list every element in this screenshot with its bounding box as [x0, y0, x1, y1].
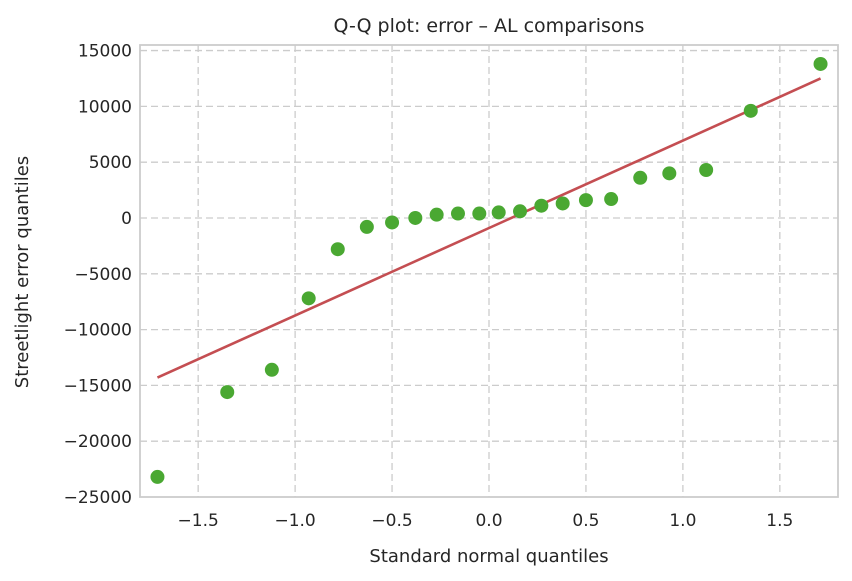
data-point [301, 291, 316, 306]
data-point [633, 170, 648, 185]
plot-frame [139, 44, 839, 498]
y-tick-label: −20000 [64, 432, 132, 452]
x-tick-label: −1.5 [178, 511, 219, 531]
y-tick-label: 15000 [78, 42, 132, 62]
y-axis-title: Streetlight error quantiles [12, 156, 33, 388]
reference-line [156, 77, 822, 379]
y-tick-label: −15000 [64, 376, 132, 396]
data-point [330, 242, 345, 257]
y-tick-label: 5000 [89, 153, 132, 173]
x-axis-title: Standard normal quantiles [369, 546, 608, 567]
x-tick-labels: −1.5 −1.0 −0.5 0.0 0.5 1.0 1.5 [178, 511, 794, 531]
data-point [513, 204, 528, 219]
y-tick-label: −5000 [74, 265, 132, 285]
data-point [743, 103, 758, 118]
data-point [662, 166, 677, 181]
data-point [150, 469, 165, 484]
y-tick-label: −10000 [64, 321, 132, 341]
data-point [359, 219, 374, 234]
x-tick-label: 1.5 [766, 511, 793, 531]
data-point [472, 206, 487, 221]
data-point [450, 206, 465, 221]
x-tick-label: 0.5 [572, 511, 599, 531]
data-point [491, 205, 506, 220]
y-tick-label: 0 [121, 209, 132, 229]
data-point [578, 193, 593, 208]
chart-title: Q-Q plot: error – AL comparisons [334, 15, 645, 37]
y-tick-labels: −25000 −20000 −15000 −10000 −5000 0 5000 10000 1… [64, 42, 132, 508]
data-point [534, 198, 549, 213]
x-tick-label: −1.0 [274, 511, 315, 531]
y-gridlines [140, 49, 838, 442]
x-tick-label: 1.0 [669, 511, 696, 531]
x-tick-label: 0.0 [475, 511, 502, 531]
x-tick-label: −0.5 [371, 511, 412, 531]
x-gridlines [197, 45, 781, 497]
data-point [699, 162, 714, 177]
data-point [408, 210, 423, 225]
data-point [385, 215, 400, 230]
data-point [813, 56, 828, 71]
reference-line-group [156, 77, 822, 379]
data-point [264, 362, 279, 377]
data-points [150, 56, 828, 484]
y-tick-label: −25000 [64, 488, 132, 508]
data-point [555, 196, 570, 211]
data-point [429, 207, 444, 222]
y-tick-label: 10000 [78, 97, 132, 117]
data-point [604, 192, 619, 207]
data-point [220, 385, 235, 400]
